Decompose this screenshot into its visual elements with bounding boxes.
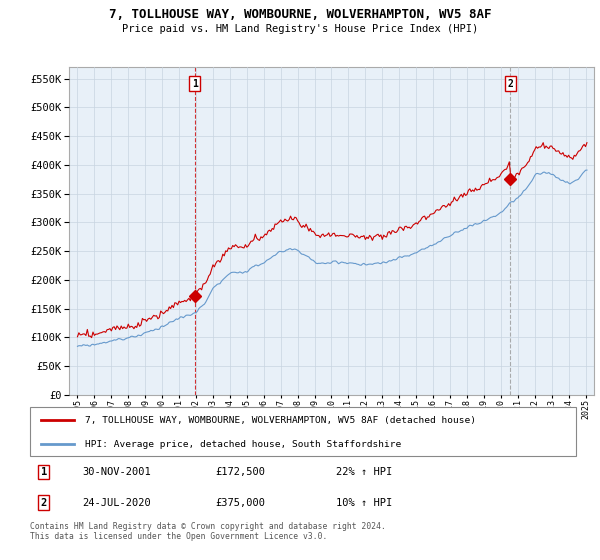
Text: 24-JUL-2020: 24-JUL-2020: [82, 498, 151, 508]
Text: 7, TOLLHOUSE WAY, WOMBOURNE, WOLVERHAMPTON, WV5 8AF: 7, TOLLHOUSE WAY, WOMBOURNE, WOLVERHAMPT…: [109, 8, 491, 21]
Text: £172,500: £172,500: [215, 467, 266, 477]
FancyBboxPatch shape: [30, 407, 576, 456]
Text: 30-NOV-2001: 30-NOV-2001: [82, 467, 151, 477]
Text: Price paid vs. HM Land Registry's House Price Index (HPI): Price paid vs. HM Land Registry's House …: [122, 24, 478, 34]
Text: HPI: Average price, detached house, South Staffordshire: HPI: Average price, detached house, Sout…: [85, 440, 401, 449]
Text: 7, TOLLHOUSE WAY, WOMBOURNE, WOLVERHAMPTON, WV5 8AF (detached house): 7, TOLLHOUSE WAY, WOMBOURNE, WOLVERHAMPT…: [85, 416, 476, 425]
Text: £375,000: £375,000: [215, 498, 266, 508]
Text: 2: 2: [41, 498, 47, 508]
Text: Contains HM Land Registry data © Crown copyright and database right 2024.
This d: Contains HM Land Registry data © Crown c…: [30, 522, 386, 542]
Text: 2: 2: [508, 78, 513, 88]
Text: 10% ↑ HPI: 10% ↑ HPI: [336, 498, 392, 508]
Text: 1: 1: [191, 78, 197, 88]
Text: 22% ↑ HPI: 22% ↑ HPI: [336, 467, 392, 477]
Text: 1: 1: [41, 467, 47, 477]
